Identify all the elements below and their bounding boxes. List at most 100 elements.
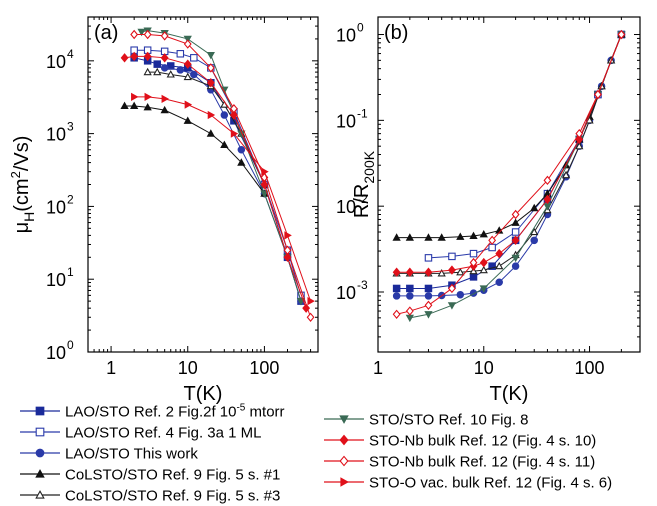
legend-entry-s2: LAO/STO Ref. 4 Fig. 3a 1 ML <box>20 425 261 442</box>
y-tick-label: 10 -2 <box>336 192 368 217</box>
data-point <box>405 267 414 277</box>
x-axis-label: T(K) <box>184 383 223 405</box>
x-axis-label: T(K) <box>490 383 529 405</box>
legend-label: LAO/STO Ref. 4 Fig. 3a 1 ML <box>65 425 261 442</box>
data-point <box>130 51 139 62</box>
y-tick-base: 10 <box>336 111 356 131</box>
legend-entry-s4: CoLSTO/STO Ref. 9 Fig. 5 s. #1 <box>20 467 280 484</box>
data-point <box>406 284 414 293</box>
legend-marker <box>35 469 45 478</box>
y-tick-base: 10 <box>46 125 66 145</box>
legend-entry-s3: LAO/STO This work <box>20 446 198 463</box>
data-point <box>456 232 465 240</box>
data-point <box>120 101 129 110</box>
legend-entry-s1: LAO/STO Ref. 2 Fig.2f 10-5 mtorr <box>20 403 285 421</box>
data-point <box>405 314 414 323</box>
data-point <box>530 236 538 245</box>
data-point <box>495 278 503 286</box>
legend-marker <box>339 415 349 424</box>
data-point <box>161 94 169 104</box>
data-point <box>190 54 198 62</box>
legend-label: STO/STO Ref. 10 Fig. 8 <box>369 412 529 429</box>
series-line <box>134 96 312 302</box>
data-point <box>143 67 152 76</box>
data-point <box>229 103 238 114</box>
data-point <box>144 92 152 101</box>
data-point <box>220 111 229 119</box>
data-point <box>575 141 584 150</box>
data-point <box>153 60 161 68</box>
series-line <box>396 34 622 239</box>
data-point <box>207 110 216 120</box>
data-point <box>131 92 139 101</box>
legend-marker <box>35 406 45 416</box>
x-tick-label: 10 <box>178 358 198 378</box>
y-axis-label: μH(cm2/Vs) <box>8 136 37 234</box>
data-point <box>511 262 520 270</box>
series-line <box>124 55 307 309</box>
data-point <box>469 231 478 240</box>
data-point <box>437 269 446 277</box>
data-point <box>130 29 139 40</box>
data-point <box>469 249 478 258</box>
y-tick-base: 10 <box>46 343 66 363</box>
data-point <box>230 129 239 138</box>
data-point <box>392 233 401 241</box>
data-point <box>448 283 456 294</box>
data-point <box>183 116 192 124</box>
y-tick-exponent: 1 <box>67 265 74 279</box>
legend-entry-s5: CoLSTO/STO Ref. 9 Fig. 5 s. #3 <box>20 488 280 505</box>
data-point <box>183 35 192 44</box>
data-point <box>511 209 520 220</box>
data-point <box>575 128 584 139</box>
y-tick-exponent: -1 <box>357 106 368 120</box>
data-point <box>260 190 269 198</box>
y-tick-label: 10 -3 <box>336 278 368 303</box>
legend-label: STO-Nb bulk Ref. 12 (Fig. 4 s. 10) <box>369 433 596 450</box>
legend-label: CoLSTO/STO Ref. 9 Fig. 5 s. #1 <box>65 467 280 484</box>
data-point <box>392 292 401 300</box>
y-tick-exponent: 3 <box>67 120 74 134</box>
panel-label: (a) <box>94 22 118 44</box>
series-s2 <box>130 46 305 300</box>
data-point <box>406 292 414 300</box>
data-point <box>479 265 488 274</box>
x-tick-label: 100 <box>575 358 605 378</box>
data-point <box>511 235 520 246</box>
x-tick-label: 1 <box>373 358 383 378</box>
legend-label: CoLSTO/STO Ref. 9 Fig. 5 s. #3 <box>65 488 280 505</box>
y-tick-label: 10 2 <box>46 192 74 217</box>
data-point <box>307 296 315 306</box>
data-point <box>424 254 433 262</box>
series-s8 <box>392 29 626 319</box>
data-point <box>392 284 401 293</box>
data-point <box>176 50 185 58</box>
y-axis-label-part: H <box>21 212 37 222</box>
data-point <box>153 67 162 76</box>
data-point <box>561 170 571 179</box>
legend-marker <box>35 448 45 458</box>
series-line <box>147 71 265 185</box>
y-tick-exponent: 4 <box>67 47 74 61</box>
x-tick-label: 100 <box>249 358 279 378</box>
legend-entry-s9: STO-O vac. bulk Ref. 12 (Fig. 4 s. 6) <box>324 475 612 492</box>
y-tick-exponent: 2 <box>67 192 74 206</box>
series-s7 <box>120 51 311 313</box>
data-point <box>593 89 602 100</box>
data-point <box>456 267 465 276</box>
data-point <box>296 298 306 306</box>
data-point <box>495 248 504 259</box>
plot-frame <box>377 16 641 353</box>
data-point <box>160 53 169 63</box>
y-tick-label: 10 -1 <box>336 106 368 131</box>
legend-marker <box>339 455 349 467</box>
series-s4 <box>392 30 626 241</box>
data-point <box>469 257 478 268</box>
data-point <box>424 311 433 319</box>
data-point <box>448 265 456 275</box>
data-point <box>160 64 169 72</box>
y-tick-label: 10 4 <box>46 47 74 72</box>
y-tick-exponent: -2 <box>357 192 368 206</box>
